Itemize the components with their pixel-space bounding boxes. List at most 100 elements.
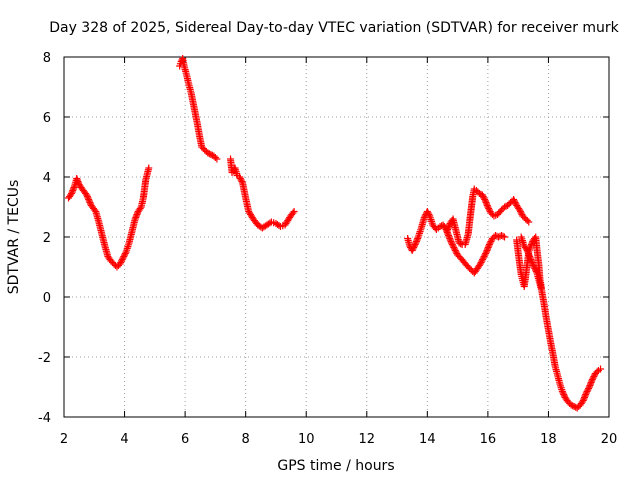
- data-point-marker: [113, 263, 121, 271]
- data-point-marker: [74, 178, 82, 185]
- data-point-marker: [476, 260, 484, 268]
- x-tick-label: 18: [540, 432, 557, 447]
- data-point-marker: [415, 231, 423, 239]
- data-point-marker: [464, 263, 472, 271]
- data-point-marker: [85, 197, 93, 205]
- data-point-marker: [110, 260, 118, 268]
- data-point-marker: [480, 253, 488, 260]
- data-point-marker: [451, 247, 459, 254]
- data-point-marker: [236, 173, 244, 181]
- data-point-marker: [472, 187, 480, 194]
- data-point-marker: [68, 188, 76, 196]
- x-tick-label: 16: [480, 432, 497, 447]
- data-point-marker: [201, 146, 209, 154]
- data-point-marker: [85, 196, 93, 203]
- data-point-marker: [423, 208, 431, 215]
- data-point-marker: [448, 239, 456, 247]
- data-point-marker: [454, 251, 462, 259]
- data-point-marker: [510, 196, 518, 203]
- data-point-marker: [478, 257, 486, 265]
- data-point-marker: [480, 194, 488, 202]
- data-point-marker: [580, 394, 588, 401]
- data-point-marker: [425, 211, 433, 218]
- data-point-marker: [446, 236, 454, 244]
- data-point-marker: [510, 197, 518, 205]
- data-point-marker: [108, 259, 116, 266]
- data-point-marker: [530, 263, 538, 271]
- data-point-marker: [582, 391, 590, 398]
- data-point-marker: [488, 235, 496, 242]
- data-point-marker: [564, 398, 572, 406]
- grid: [64, 57, 609, 417]
- data-point-marker: [531, 265, 539, 272]
- data-point-marker: [83, 193, 91, 200]
- data-point-marker: [199, 145, 207, 152]
- data-point-marker: [485, 206, 493, 214]
- data-point-marker: [133, 211, 141, 218]
- data-point-marker: [204, 149, 212, 157]
- data-point-marker: [578, 398, 586, 406]
- data-point-marker: [444, 226, 452, 233]
- data-point-marker: [520, 214, 528, 221]
- data-point-marker: [69, 187, 77, 194]
- data-point-marker: [528, 239, 536, 247]
- data-point-marker: [482, 248, 490, 256]
- data-point-marker: [567, 401, 575, 409]
- data-point-marker: [290, 208, 298, 215]
- data-point-marker: [498, 232, 506, 239]
- data-point-marker: [591, 370, 599, 377]
- data-point-marker: [69, 185, 77, 193]
- data-point-marker: [446, 235, 454, 242]
- data-point-marker: [532, 268, 540, 275]
- data-point-marker: [485, 242, 493, 250]
- data-point-marker: [519, 212, 527, 220]
- data-point-marker: [444, 224, 452, 232]
- data-point-marker: [483, 200, 491, 208]
- data-point-marker: [210, 152, 218, 160]
- data-point-marker: [455, 239, 463, 247]
- data-point-marker: [238, 178, 246, 185]
- data-point-marker: [416, 228, 424, 236]
- data-point-marker: [525, 251, 533, 259]
- data-point-marker: [124, 241, 132, 249]
- data-point-marker: [517, 209, 525, 217]
- y-tick-label: 4: [43, 171, 51, 186]
- data-point-marker: [585, 385, 593, 392]
- data-point-marker: [414, 235, 422, 242]
- data-point-marker: [558, 388, 566, 395]
- data-point-marker: [484, 244, 492, 251]
- data-point-marker: [581, 392, 589, 400]
- data-point-marker: [526, 254, 534, 262]
- data-point-marker: [479, 256, 487, 263]
- data-point-marker: [560, 391, 568, 398]
- data-point-marker: [527, 256, 535, 263]
- x-tick-label: 8: [242, 432, 250, 447]
- data-point-marker: [586, 382, 594, 389]
- data-point-marker: [587, 380, 595, 388]
- y-tick-label: -2: [38, 351, 51, 366]
- data-point-marker: [483, 202, 491, 209]
- data-point-marker: [482, 250, 490, 257]
- data-point-marker: [585, 383, 593, 391]
- data-point-marker: [412, 239, 420, 247]
- data-point-marker: [532, 266, 540, 274]
- data-point-marker: [478, 191, 486, 199]
- data-point-marker: [516, 208, 524, 215]
- x-tick-label: 6: [181, 432, 189, 447]
- data-point-marker: [569, 402, 577, 410]
- y-tick-label: 0: [43, 291, 51, 306]
- y-tick-label: 8: [43, 51, 51, 66]
- data-point-marker: [597, 365, 605, 373]
- data-point-marker: [424, 209, 432, 217]
- x-tick-label: 4: [120, 432, 128, 447]
- x-tick-label: 14: [419, 432, 436, 447]
- data-point-marker: [452, 248, 460, 256]
- data-point-marker: [484, 245, 492, 253]
- chart-title: Day 328 of 2025, Sidereal Day-to-day VTE…: [49, 20, 619, 36]
- data-point-marker: [73, 176, 81, 184]
- data-point-marker: [450, 244, 458, 251]
- data-point-marker: [118, 256, 126, 263]
- data-point-marker: [408, 247, 416, 254]
- data-point-marker: [479, 193, 487, 200]
